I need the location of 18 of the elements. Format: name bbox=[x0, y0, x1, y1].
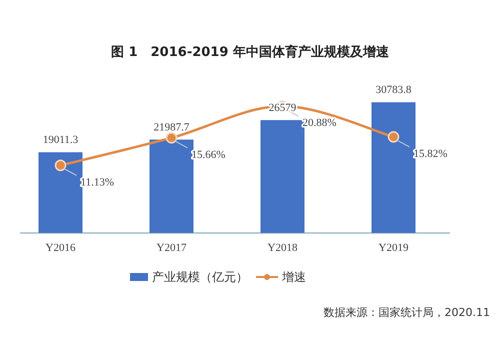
x-tick-label: Y2019 bbox=[378, 242, 409, 254]
legend-label: 增速 bbox=[281, 270, 306, 284]
bar bbox=[150, 140, 194, 233]
point bbox=[388, 131, 400, 143]
x-tick-label: Y2017 bbox=[156, 242, 187, 254]
bar bbox=[372, 102, 416, 233]
bar bbox=[260, 120, 304, 233]
chart-title: 图 1 2016-2019 年中国体育产业规模及增速 bbox=[111, 44, 390, 60]
data-label: 19011.3 bbox=[42, 134, 79, 146]
legend-label: 产业规模（亿元） bbox=[152, 270, 248, 284]
point bbox=[54, 160, 66, 172]
x-tick-label: Y2018 bbox=[268, 242, 298, 254]
x-tick-label: Y2016 bbox=[46, 242, 76, 254]
bar bbox=[38, 152, 82, 233]
data-label: 30783.8 bbox=[376, 84, 412, 96]
point bbox=[166, 132, 178, 144]
source-note: 数据来源：国家统计局，2020.11 bbox=[324, 306, 490, 319]
data-label: 21987.7 bbox=[154, 122, 190, 134]
